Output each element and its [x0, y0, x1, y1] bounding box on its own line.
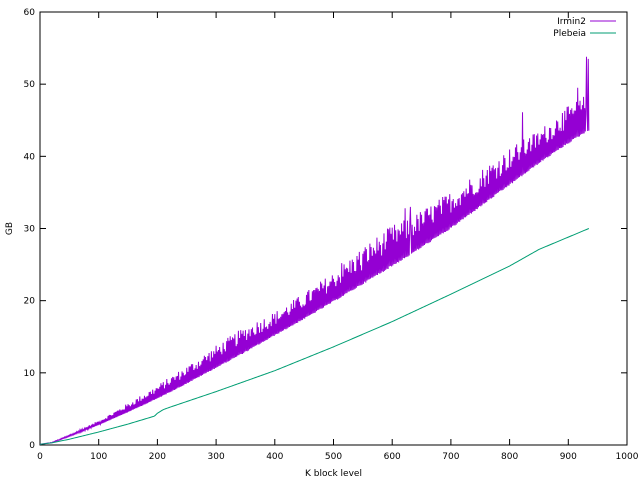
x-tick-label: 0 — [37, 452, 43, 462]
x-tick-label: 800 — [501, 452, 518, 462]
x-tick-label: 400 — [266, 452, 283, 462]
x-axis-title: K block level — [305, 469, 362, 479]
x-tick-label: 500 — [325, 452, 342, 462]
series-line-irmin2 — [39, 56, 590, 445]
y-axis-title: GB — [5, 222, 15, 235]
series-lines — [39, 56, 590, 445]
x-tick-label: 100 — [90, 452, 107, 462]
axis-ticks: 0 100 200 300 400 500 600 700 800 900 1000 0 10 20 30 4… — [24, 8, 639, 462]
y-tick-label: 10 — [24, 369, 36, 379]
x-tick-label: 700 — [442, 452, 459, 462]
x-tick-label: 600 — [384, 452, 401, 462]
x-tick-label: 900 — [560, 452, 577, 462]
y-tick-label: 20 — [24, 297, 36, 307]
y-tick-label: 30 — [24, 225, 36, 235]
y-tick-label: 60 — [24, 8, 36, 18]
legend-label-plebeia: Plebeia — [553, 29, 586, 39]
plot-border — [39, 11, 628, 446]
x-tick-label: 200 — [149, 452, 166, 462]
x-tick-label: 1000 — [616, 452, 639, 462]
plot-frame — [39, 11, 628, 446]
legend: Irmin2 Plebeia — [553, 17, 616, 39]
y-tick-label: 50 — [24, 80, 36, 90]
y-tick-label: 0 — [29, 441, 35, 451]
legend-label-irmin2: Irmin2 — [557, 17, 586, 27]
series-line-plebeia — [39, 228, 590, 445]
y-tick-label: 40 — [24, 152, 36, 162]
x-tick-label: 300 — [208, 452, 225, 462]
